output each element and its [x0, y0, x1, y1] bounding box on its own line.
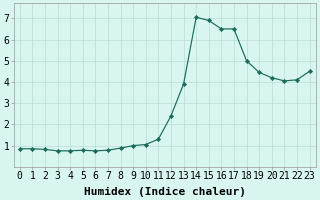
X-axis label: Humidex (Indice chaleur): Humidex (Indice chaleur)	[84, 186, 246, 197]
